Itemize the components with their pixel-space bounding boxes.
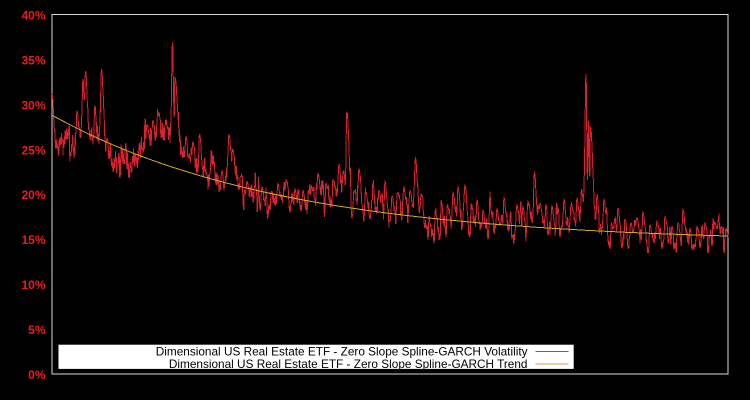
svg-text:35%: 35%: [21, 53, 45, 67]
svg-text:30%: 30%: [21, 98, 45, 112]
svg-text:20%: 20%: [21, 188, 45, 202]
svg-text:0%: 0%: [28, 368, 46, 382]
svg-text:15%: 15%: [21, 233, 45, 247]
svg-text:5%: 5%: [28, 323, 46, 337]
svg-text:10%: 10%: [21, 278, 45, 292]
svg-text:Dimensional US Real Estate ETF: Dimensional US Real Estate ETF - Zero Sl…: [156, 344, 528, 358]
svg-text:Dimensional US Real Estate ETF: Dimensional US Real Estate ETF - Zero Sl…: [169, 357, 528, 371]
svg-text:25%: 25%: [21, 143, 45, 157]
svg-text:40%: 40%: [21, 9, 45, 23]
